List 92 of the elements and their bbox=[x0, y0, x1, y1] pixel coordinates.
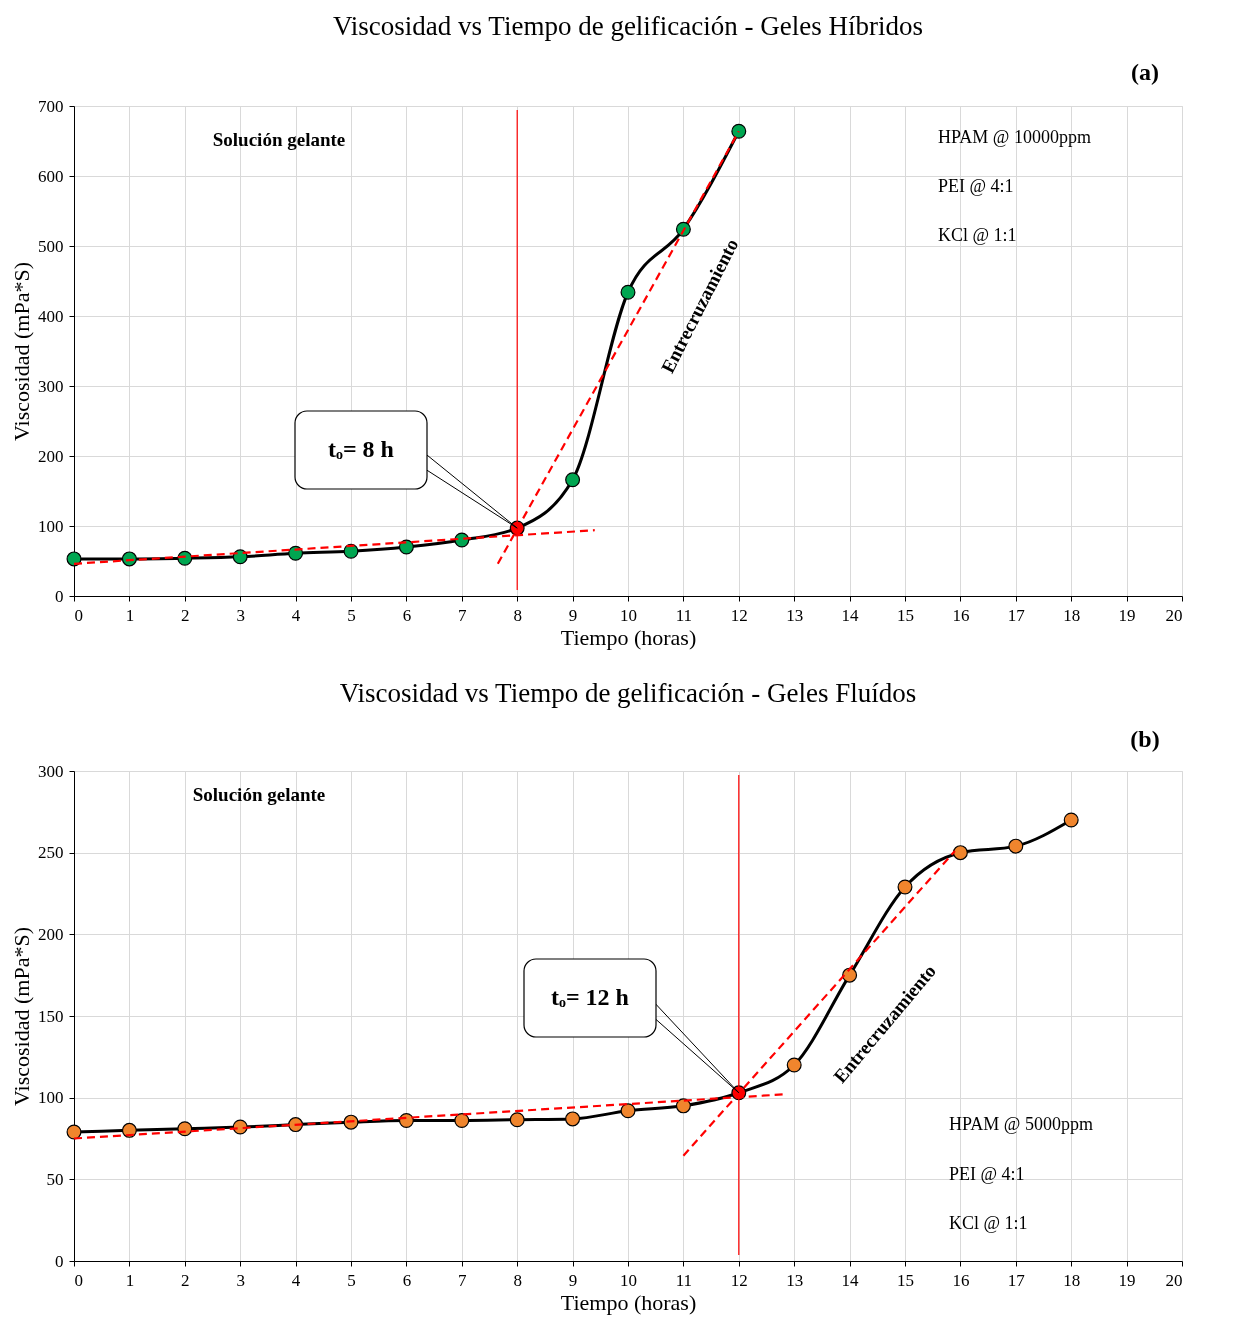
x-tick-label: 10 bbox=[620, 1270, 637, 1290]
annotation: KCl @ 1:1 bbox=[949, 1213, 1028, 1233]
x-tick-label: 0 bbox=[74, 1270, 83, 1290]
y-tick-label: 0 bbox=[55, 586, 64, 606]
x-tick-label: 4 bbox=[291, 1270, 301, 1290]
x-axis-title: Tiempo (horas) bbox=[560, 624, 697, 650]
point bbox=[731, 123, 747, 139]
x-tick-label: 0 bbox=[74, 605, 83, 625]
x-tick-label: 17 bbox=[1007, 605, 1026, 625]
x-tick-label: 1 bbox=[125, 1270, 135, 1290]
x-tick-label: 3 bbox=[236, 605, 245, 625]
point bbox=[1063, 812, 1079, 828]
y-tick-label: 500 bbox=[38, 236, 64, 256]
annotation: KCl @ 1:1 bbox=[938, 225, 1017, 245]
x-tick-label: 14 bbox=[841, 1270, 860, 1290]
x-tick-label: 15 bbox=[897, 1270, 914, 1290]
point bbox=[1008, 838, 1024, 854]
text: (b) bbox=[1130, 726, 1160, 752]
y-tick-label: 200 bbox=[38, 924, 64, 944]
x-tick-label: 12 bbox=[730, 1270, 748, 1290]
y-tick-label: 0 bbox=[55, 1251, 64, 1271]
x-tick-label: 15 bbox=[897, 605, 914, 625]
annotation: PEI @ 4:1 bbox=[938, 176, 1014, 196]
x-tick-label: 7 bbox=[458, 605, 468, 625]
x-tick-label: 19 bbox=[1118, 1270, 1136, 1290]
x-tick-label: 17 bbox=[1007, 1270, 1026, 1290]
x-tick-label: 19 bbox=[1118, 605, 1136, 625]
annotation: tₒ= 8 h bbox=[328, 436, 394, 462]
point bbox=[620, 284, 636, 300]
y-tick-label: 150 bbox=[38, 1006, 64, 1026]
x-tick-label: 13 bbox=[786, 1270, 804, 1290]
x-tick-label: 6 bbox=[402, 605, 412, 625]
x-tick-label: 16 bbox=[952, 605, 970, 625]
x-tick-label: 20 bbox=[1165, 1270, 1183, 1290]
point bbox=[786, 1057, 802, 1073]
y-tick-label: 50 bbox=[46, 1169, 64, 1189]
x-tick-label: 14 bbox=[841, 605, 860, 625]
annotation: Solución gelante bbox=[212, 129, 346, 150]
x-tick-label: 2 bbox=[181, 1270, 190, 1290]
x-tick-label: 3 bbox=[236, 1270, 245, 1290]
point bbox=[565, 472, 581, 488]
y-tick-label: 100 bbox=[38, 516, 64, 536]
point bbox=[509, 1112, 525, 1128]
x-tick-label: 20 bbox=[1165, 605, 1183, 625]
x-tick-label: 9 bbox=[568, 1270, 578, 1290]
x-tick-label: 18 bbox=[1063, 605, 1081, 625]
point bbox=[398, 1113, 414, 1129]
x-tick-label: 1 bbox=[125, 605, 135, 625]
x-tick-label: 13 bbox=[786, 605, 804, 625]
x-tick-label: 5 bbox=[347, 605, 356, 625]
y-tick-label: 600 bbox=[38, 166, 64, 186]
point bbox=[66, 1124, 82, 1140]
x-tick-label: 18 bbox=[1063, 1270, 1081, 1290]
x-tick-label: 4 bbox=[291, 605, 301, 625]
point bbox=[675, 1098, 691, 1114]
y-tick-label: 100 bbox=[38, 1088, 64, 1108]
point bbox=[620, 1103, 636, 1119]
annotation: HPAM @ 5000ppm bbox=[949, 1114, 1093, 1134]
point bbox=[232, 549, 248, 565]
point bbox=[897, 879, 913, 895]
y-axis-title: Viscosidad (mPa*S) bbox=[9, 262, 34, 441]
point bbox=[66, 551, 82, 567]
annotation: HPAM @ 10000ppm bbox=[938, 127, 1091, 147]
text: (a) bbox=[1131, 59, 1159, 85]
x-tick-label: 11 bbox=[675, 605, 693, 625]
y-tick-label: 700 bbox=[38, 96, 64, 116]
point bbox=[454, 1113, 470, 1129]
x-tick-label: 16 bbox=[952, 1270, 970, 1290]
x-axis-title: Tiempo (horas) bbox=[560, 1289, 697, 1315]
chart-title: Viscosidad vs Tiempo de gelificación - Geles Fluídos bbox=[339, 678, 917, 708]
y-axis-title: Viscosidad (mPa*S) bbox=[9, 927, 34, 1106]
x-tick-label: 2 bbox=[181, 605, 190, 625]
x-tick-label: 11 bbox=[675, 1270, 693, 1290]
x-tick-label: 7 bbox=[458, 1270, 468, 1290]
x-tick-label: 8 bbox=[513, 605, 522, 625]
annotation: PEI @ 4:1 bbox=[949, 1164, 1025, 1184]
y-tick-label: 250 bbox=[38, 843, 64, 863]
y-tick-label: 200 bbox=[38, 446, 64, 466]
y-tick-label: 300 bbox=[38, 376, 64, 396]
chart-title: Viscosidad vs Tiempo de gelificación - Geles Híbridos bbox=[332, 11, 924, 41]
x-tick-label: 9 bbox=[568, 605, 578, 625]
y-tick-label: 400 bbox=[38, 306, 64, 326]
annotation: Solución gelante bbox=[192, 784, 326, 805]
x-tick-label: 10 bbox=[620, 605, 637, 625]
x-tick-label: 12 bbox=[730, 605, 748, 625]
annotation: tₒ= 12 h bbox=[551, 984, 629, 1010]
x-tick-label: 8 bbox=[513, 1270, 522, 1290]
x-tick-label: 5 bbox=[347, 1270, 356, 1290]
y-tick-label: 300 bbox=[38, 761, 64, 781]
point bbox=[565, 1111, 581, 1127]
x-tick-label: 6 bbox=[402, 1270, 412, 1290]
point bbox=[952, 845, 968, 861]
